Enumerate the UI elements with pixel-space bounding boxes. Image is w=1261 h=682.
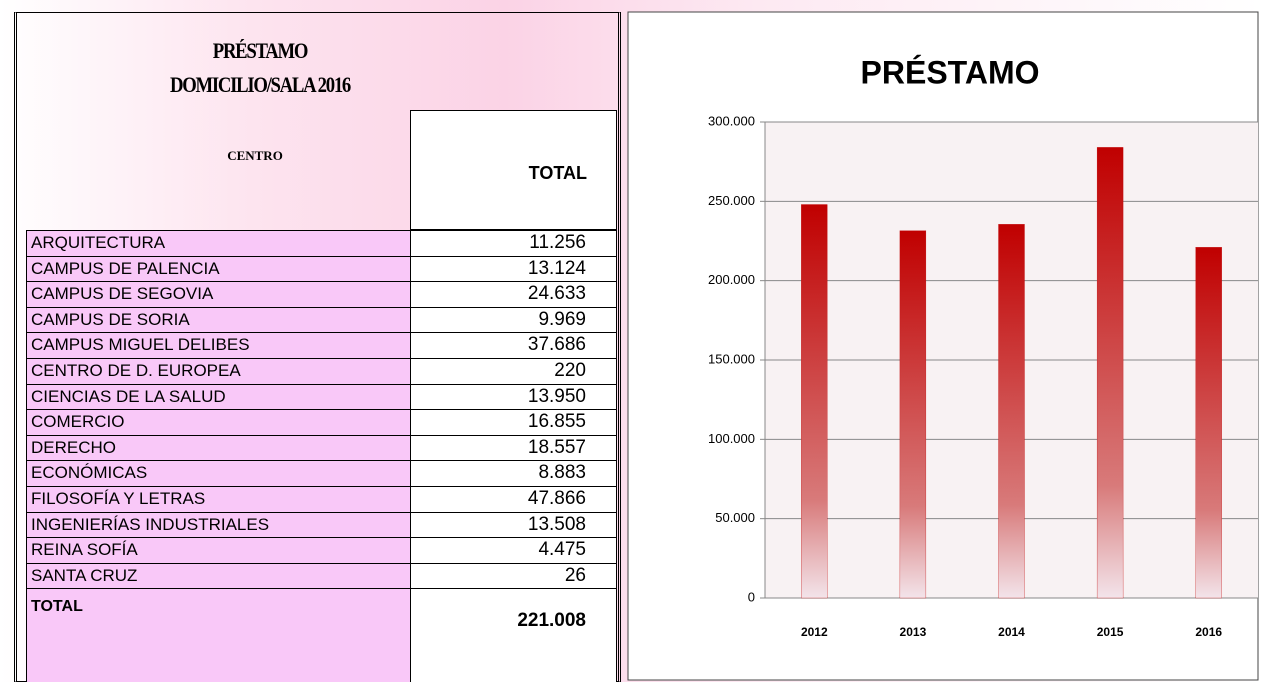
table-title: DOMICILIO/SALA 2016: [170, 72, 351, 97]
y-tick-label: 100.000: [708, 431, 755, 446]
row-value: 13.124: [410, 255, 617, 283]
total-label: TOTAL: [26, 588, 411, 682]
row-name: CAMPUS DE SEGOVIA: [26, 281, 411, 308]
bar: [801, 204, 828, 599]
y-tick-label: 300.000: [708, 113, 755, 128]
bar: [1195, 247, 1222, 599]
row-value: 13.950: [410, 383, 617, 411]
x-tick-label: 2013: [900, 625, 927, 639]
row-value: 9.969: [410, 306, 617, 334]
row-name: CAMPUS MIGUEL DELIBES: [26, 332, 411, 359]
row-name: CAMPUS DE PALENCIA: [26, 255, 411, 283]
header-cell: [410, 110, 617, 230]
row-value: 220: [410, 358, 617, 385]
row-value: 8.883: [410, 460, 617, 487]
row-name: SANTA CRUZ: [26, 562, 411, 590]
x-tick-label: 2016: [1195, 625, 1222, 639]
row-name: CENTRO DE D. EUROPEA: [26, 358, 411, 385]
y-tick-label: 50.000: [715, 510, 755, 525]
row-name: DERECHO: [26, 434, 411, 462]
row-value: 37.686: [410, 332, 617, 359]
row-name: CAMPUS DE SORIA: [26, 306, 411, 334]
row-name: ARQUITECTURA: [26, 230, 411, 257]
bar: [899, 230, 927, 599]
row-value: 4.475: [410, 537, 617, 564]
y-tick-label: 150.000: [708, 351, 755, 366]
row-name: INGENIERÍAS INDUSTRIALES: [26, 511, 411, 539]
x-tick-label: 2014: [998, 625, 1025, 639]
row-value: 47.866: [410, 486, 617, 513]
row-value: 18.557: [410, 434, 617, 462]
row-value: 11.256: [410, 230, 617, 257]
bar: [1096, 147, 1124, 599]
chart-title: PRÉSTAMO: [861, 54, 1040, 90]
y-tick-label: 250.000: [708, 193, 755, 208]
bar: [998, 224, 1025, 599]
row-value: 24.633: [410, 281, 617, 308]
table-title: PRÉSTAMO: [212, 38, 309, 63]
x-tick-label: 2012: [801, 625, 828, 639]
row-value: 26: [410, 562, 617, 590]
row-value: 13.508: [410, 511, 617, 539]
row-name: REINA SOFÍA: [26, 537, 411, 564]
header-label: TOTAL: [528, 163, 587, 183]
y-tick-label: 0: [748, 589, 755, 604]
x-tick-label: 2015: [1097, 625, 1124, 639]
header-label: CENTRO: [227, 148, 283, 163]
y-tick-label: 200.000: [708, 272, 755, 287]
total-value: 221.008: [410, 588, 617, 682]
